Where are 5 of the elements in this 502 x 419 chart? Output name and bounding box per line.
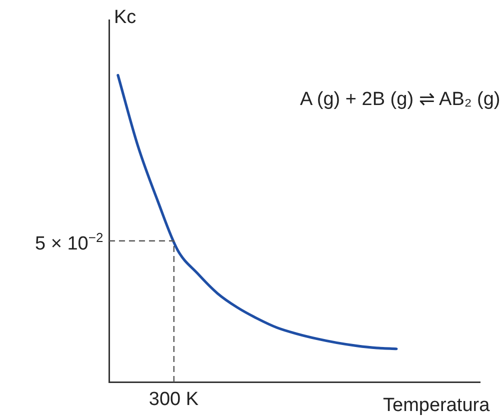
y-axis-title: Kc — [114, 7, 136, 28]
ref-line-label: 5 × 10$^{−2}$ — [35, 230, 104, 254]
annotation: A (g) + 2B (g) ⇌ AB₂ (g) — [300, 89, 500, 110]
x-axis-title: Temperatura — [383, 395, 490, 416]
text: 300 K — [148, 389, 199, 410]
